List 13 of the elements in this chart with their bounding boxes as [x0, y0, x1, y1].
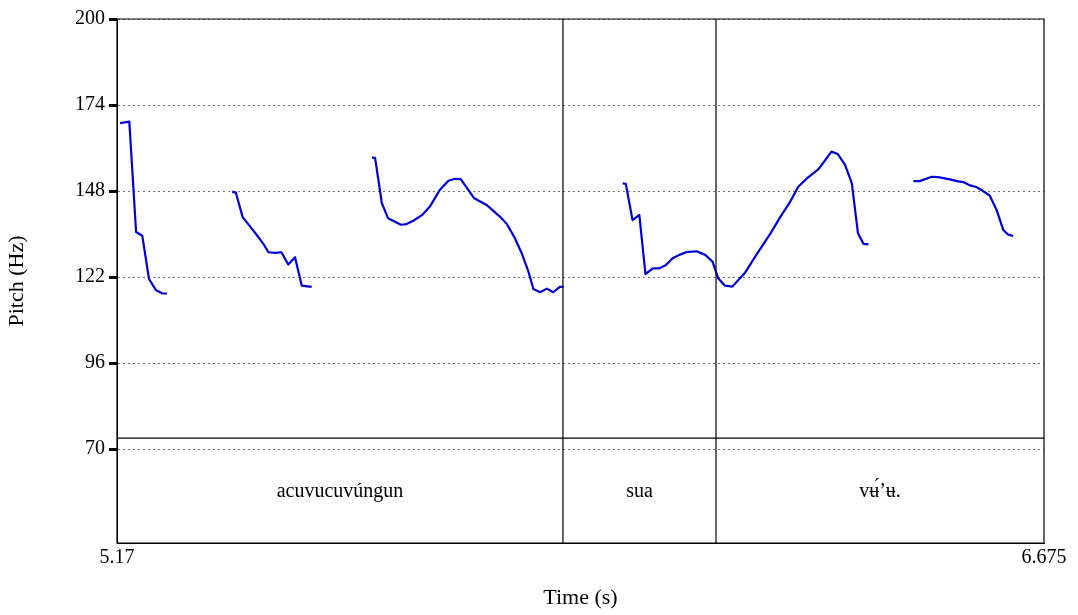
annotation: sua	[626, 479, 653, 502]
y-tick-label: 70	[85, 436, 105, 459]
y-tick-label: 174	[75, 92, 105, 115]
y-tick-label: 122	[75, 264, 105, 287]
x-tick-label: 5.17	[99, 545, 135, 568]
x-tick-label: 6.675	[1021, 545, 1067, 568]
x-axis-title: Time (s)	[543, 583, 618, 609]
y-tick-label: 200	[75, 6, 105, 29]
y-tick-label: 148	[75, 178, 105, 201]
y-tick-label: 96	[85, 350, 105, 373]
y-axis-title: Pitch (Hz)	[2, 235, 28, 327]
annotation: acuvucuvúngun	[276, 479, 404, 503]
annotation: vʉ́’ʉ.	[859, 478, 901, 502]
